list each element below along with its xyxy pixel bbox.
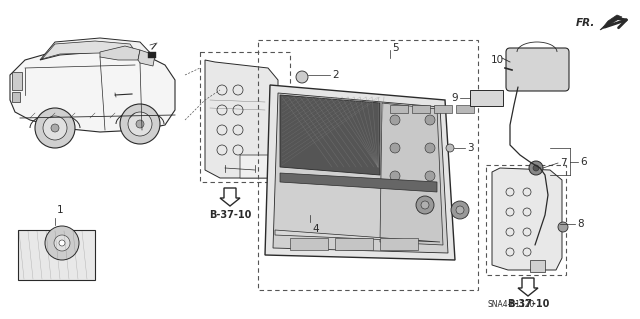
Bar [12, 92, 20, 102]
Circle shape [425, 115, 435, 125]
Bar [148, 52, 156, 58]
Circle shape [416, 196, 434, 214]
Polygon shape [600, 15, 622, 30]
Polygon shape [275, 230, 440, 242]
Bar [335, 238, 373, 250]
Polygon shape [280, 95, 380, 175]
Circle shape [533, 165, 539, 171]
Circle shape [451, 201, 469, 219]
Circle shape [421, 201, 429, 209]
Circle shape [390, 143, 400, 153]
Text: 2: 2 [332, 70, 339, 80]
Bar [380, 238, 418, 250]
Bar [456, 105, 474, 113]
Polygon shape [205, 60, 278, 178]
Polygon shape [220, 188, 240, 206]
Circle shape [529, 161, 543, 175]
Polygon shape [10, 48, 175, 132]
Text: 7: 7 [560, 158, 566, 168]
Text: 9: 9 [451, 93, 458, 103]
Circle shape [51, 124, 59, 132]
Circle shape [425, 171, 435, 181]
Circle shape [35, 108, 75, 148]
Polygon shape [100, 46, 140, 60]
Circle shape [296, 71, 308, 83]
Bar [434, 105, 452, 113]
Bar [412, 105, 430, 113]
Bar [390, 105, 408, 113]
Circle shape [390, 171, 400, 181]
Polygon shape [470, 90, 503, 106]
Circle shape [54, 235, 70, 251]
FancyBboxPatch shape [506, 48, 569, 91]
Polygon shape [273, 93, 448, 253]
Text: 4: 4 [312, 224, 319, 234]
Polygon shape [240, 155, 278, 178]
Text: FR.: FR. [575, 18, 595, 28]
Polygon shape [492, 168, 562, 270]
Polygon shape [265, 85, 455, 260]
Text: 6: 6 [580, 157, 587, 167]
Bar [258, 40, 478, 290]
Bar [200, 52, 290, 182]
Circle shape [456, 206, 464, 214]
Text: 5: 5 [392, 43, 399, 53]
Circle shape [59, 240, 65, 246]
Polygon shape [40, 38, 155, 60]
Text: 1: 1 [57, 205, 63, 215]
Circle shape [43, 116, 67, 140]
Circle shape [446, 144, 454, 152]
Polygon shape [18, 230, 95, 280]
Polygon shape [42, 41, 140, 59]
Polygon shape [530, 260, 545, 272]
Bar [290, 238, 328, 250]
Text: SNA4-B1120: SNA4-B1120 [487, 300, 534, 309]
Text: B-37-10: B-37-10 [507, 299, 549, 309]
Text: 8: 8 [577, 219, 584, 229]
Circle shape [136, 120, 144, 128]
Polygon shape [138, 50, 155, 66]
Text: B-37-10: B-37-10 [209, 210, 251, 220]
Polygon shape [280, 173, 437, 192]
Circle shape [120, 104, 160, 144]
Circle shape [128, 112, 152, 136]
Circle shape [558, 222, 568, 232]
Text: 3: 3 [467, 143, 474, 153]
Polygon shape [518, 278, 538, 296]
Bar [12, 72, 22, 90]
Text: 10: 10 [491, 55, 504, 65]
Circle shape [45, 226, 79, 260]
Polygon shape [380, 103, 443, 245]
Bar [486, 165, 566, 275]
Circle shape [425, 143, 435, 153]
Circle shape [390, 115, 400, 125]
